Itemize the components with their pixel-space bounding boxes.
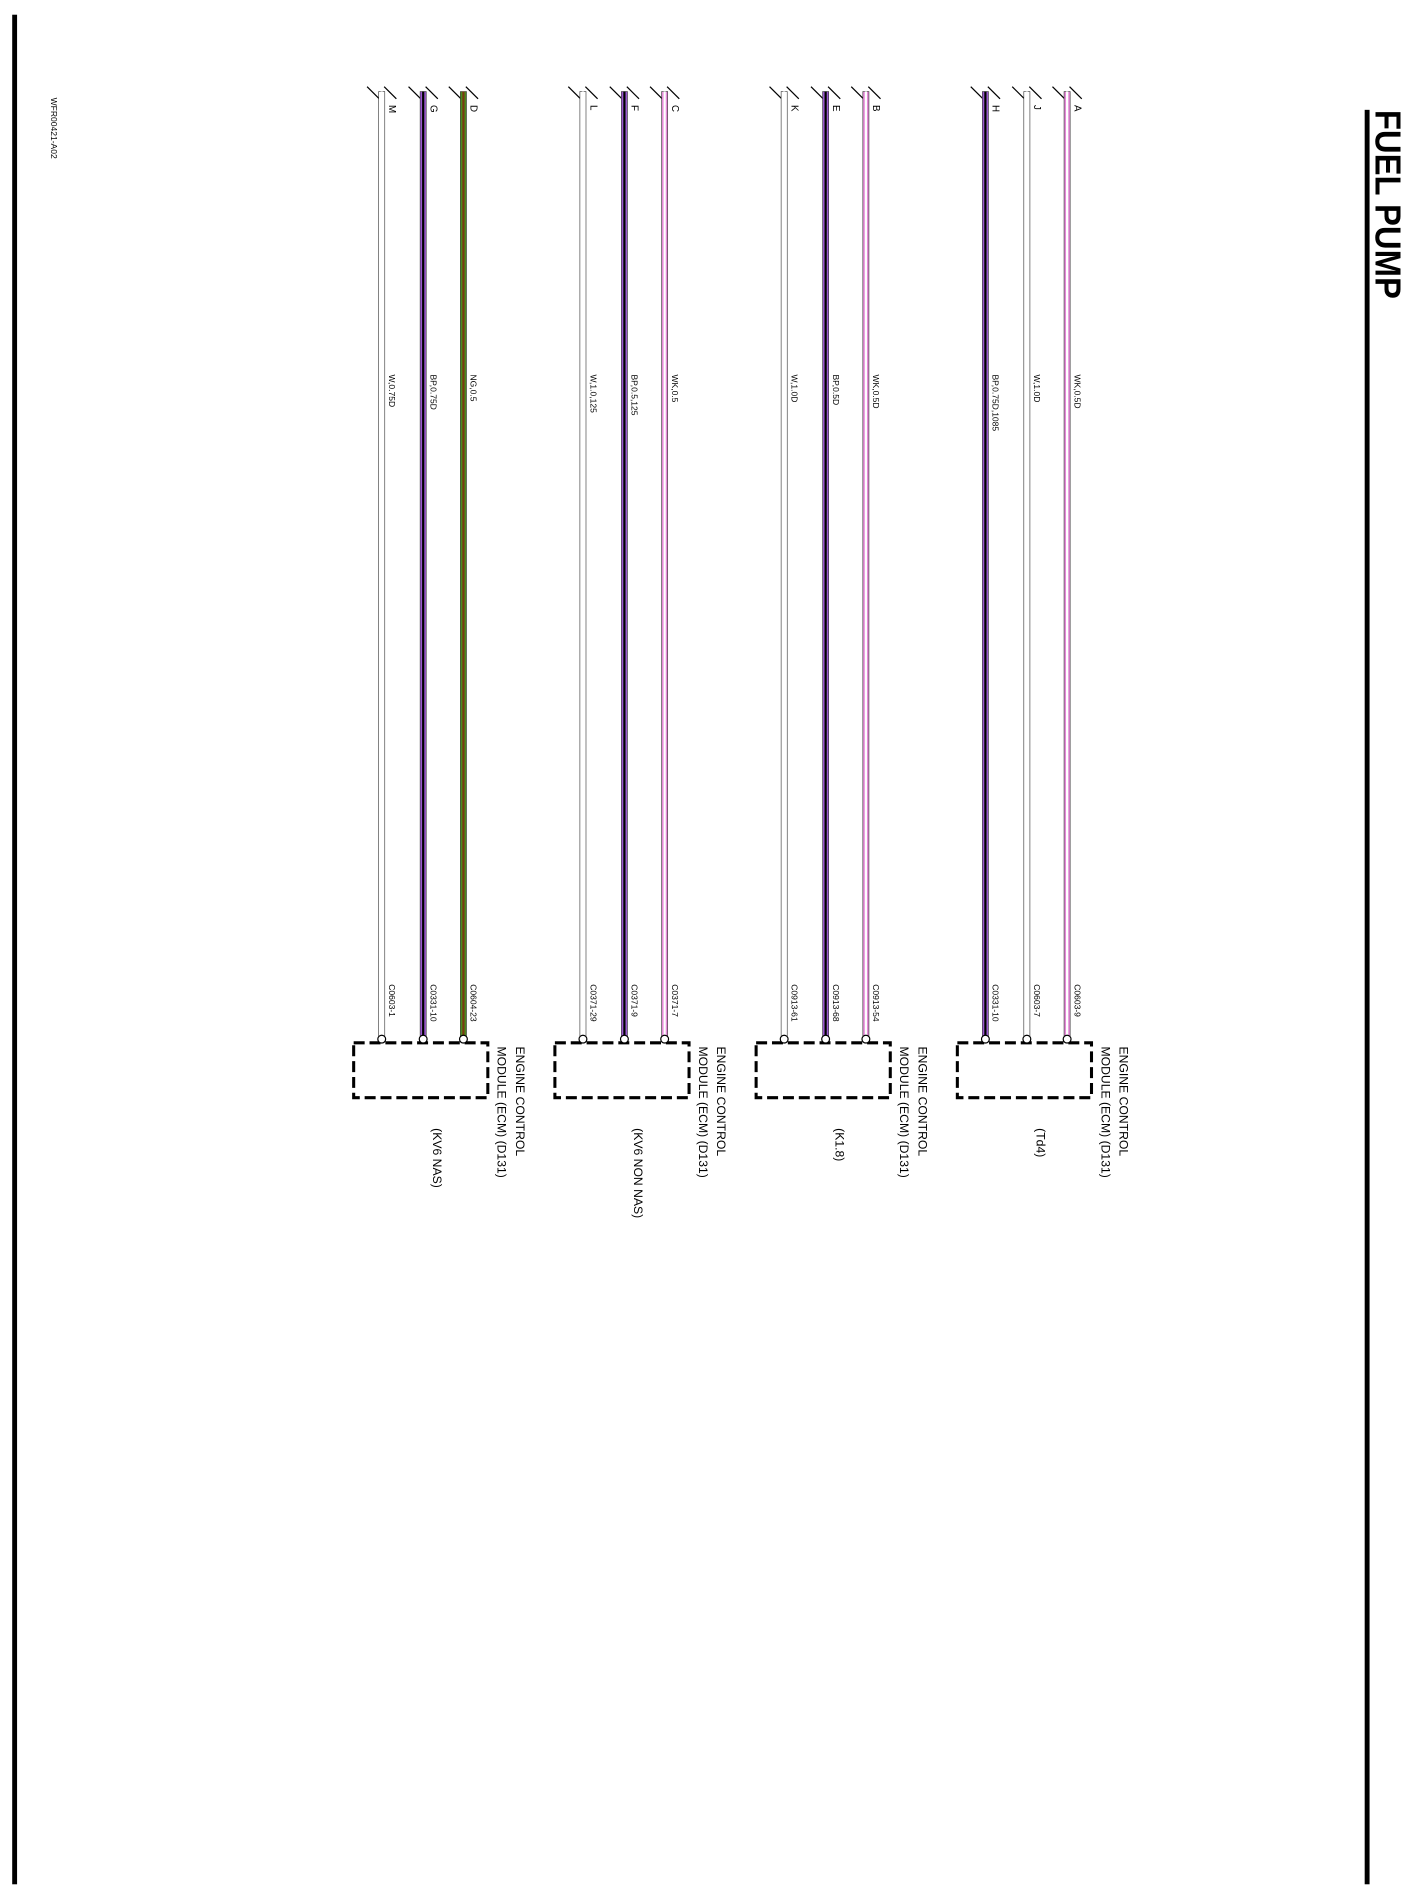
module-variant: (KV6 NAS) xyxy=(430,1128,444,1188)
right-border xyxy=(1364,109,1370,1885)
pin-letter: C xyxy=(669,105,680,112)
wire-break xyxy=(609,86,623,100)
wire-spec: W,1.0D xyxy=(789,374,799,402)
module-box xyxy=(553,1041,691,1100)
wire-break xyxy=(666,86,680,100)
pin-letter: E xyxy=(830,105,841,112)
connector-pin: C0603-7 xyxy=(1032,984,1042,1017)
wire-break xyxy=(1069,86,1083,100)
connector-pin: C0913-61 xyxy=(789,984,799,1022)
pin-terminal xyxy=(377,1034,387,1044)
wire-break xyxy=(769,86,783,100)
wire-break xyxy=(1011,86,1025,100)
pin-letter: B xyxy=(870,105,881,112)
connector-pin: C0913-54 xyxy=(871,984,881,1022)
wire-spec: WK,0.5 xyxy=(670,374,680,402)
connector-pin: C0913-68 xyxy=(831,984,841,1022)
pin-letter: L xyxy=(587,105,598,111)
pin-letter: D xyxy=(468,105,479,112)
module-label: ENGINE CONTROL xyxy=(1117,1046,1131,1156)
connector-pin: C0604-23 xyxy=(469,984,479,1022)
pin-terminal xyxy=(458,1034,468,1044)
pin-letter: M xyxy=(386,105,397,113)
pin-terminal xyxy=(1062,1034,1072,1044)
left-border xyxy=(12,14,18,1885)
wire-spec: W,1.0D xyxy=(1032,374,1042,402)
pin-terminal xyxy=(821,1034,831,1044)
wire-break xyxy=(408,86,422,100)
wire-break xyxy=(786,86,800,100)
wire-spec: WK,0.5D xyxy=(871,374,881,408)
pin-terminal xyxy=(980,1034,990,1044)
wire-break xyxy=(1028,86,1042,100)
connector-pin: C0371-29 xyxy=(588,984,598,1022)
pin-terminal xyxy=(619,1034,629,1044)
wire-break xyxy=(584,86,599,100)
pin-terminal xyxy=(861,1034,871,1044)
pin-letter: K xyxy=(788,105,799,112)
wire-spec: WK,0.5D xyxy=(1072,374,1082,408)
module-variant: (Td4) xyxy=(1034,1128,1048,1157)
wire-break xyxy=(383,86,397,100)
pin-terminal xyxy=(418,1034,428,1044)
wire-break xyxy=(850,86,864,100)
module-label: ENGINE CONTROL xyxy=(513,1046,527,1156)
wire-break xyxy=(465,86,479,100)
pin-terminal xyxy=(660,1034,670,1044)
wire-break xyxy=(425,86,439,100)
module-label: MODULE (ECM) (D131) xyxy=(696,1046,710,1177)
wire-break xyxy=(970,86,984,100)
drawing-code: WFR00421-A02 xyxy=(49,98,59,159)
module-label: MODULE (ECM) (D131) xyxy=(1098,1046,1112,1177)
connector-pin: C0331-10 xyxy=(991,984,1001,1022)
wire-break xyxy=(366,86,380,100)
connector-pin: C0371-7 xyxy=(670,984,680,1017)
wire-break xyxy=(827,86,841,100)
pin-letter: J xyxy=(1031,105,1042,110)
wire-break xyxy=(987,86,1001,100)
wire-break xyxy=(448,86,462,100)
connector-pin: C0603-9 xyxy=(1072,984,1082,1017)
pin-letter: A xyxy=(1071,105,1082,112)
pin-terminal xyxy=(1022,1034,1032,1044)
connector-pin: C0331-10 xyxy=(429,984,439,1022)
wire-spec: W,0.75D xyxy=(387,374,397,407)
module-box xyxy=(754,1041,892,1100)
module-box xyxy=(352,1041,490,1100)
pin-terminal xyxy=(779,1034,789,1044)
pin-terminal xyxy=(578,1034,588,1044)
module-label: MODULE (ECM) (D131) xyxy=(495,1046,509,1177)
wire-spec: BP,0.5,125 xyxy=(630,374,640,415)
module-variant: (KV6 NON NAS) xyxy=(631,1128,645,1218)
wire-spec: W,1.0,125 xyxy=(588,374,598,413)
wire-break xyxy=(1052,86,1066,100)
pin-letter: H xyxy=(990,105,1001,112)
pin-letter: G xyxy=(428,105,439,113)
wire-spec: BP,0.75D xyxy=(429,374,439,409)
title: FUEL PUMP xyxy=(1368,110,1409,299)
wire-spec: NG,0.5 xyxy=(469,374,479,401)
module-label: ENGINE CONTROL xyxy=(714,1046,728,1156)
connector-pin: C0603-1 xyxy=(387,984,397,1017)
wire-break xyxy=(567,86,581,100)
wire-break xyxy=(626,86,640,100)
wire-break xyxy=(649,86,663,100)
module-box xyxy=(955,1041,1094,1100)
wire-spec: BP,0.75D,1085 xyxy=(991,374,1001,431)
wire-spec: BP,0.5D xyxy=(831,374,841,405)
module-label: ENGINE CONTROL xyxy=(915,1046,929,1156)
pin-letter: F xyxy=(629,105,640,111)
wire-break xyxy=(867,86,881,100)
wire-break xyxy=(810,86,824,100)
connector-pin: C0371-9 xyxy=(630,984,640,1017)
module-label: MODULE (ECM) (D131) xyxy=(897,1046,911,1177)
module-variant: (K1.8) xyxy=(832,1128,846,1161)
